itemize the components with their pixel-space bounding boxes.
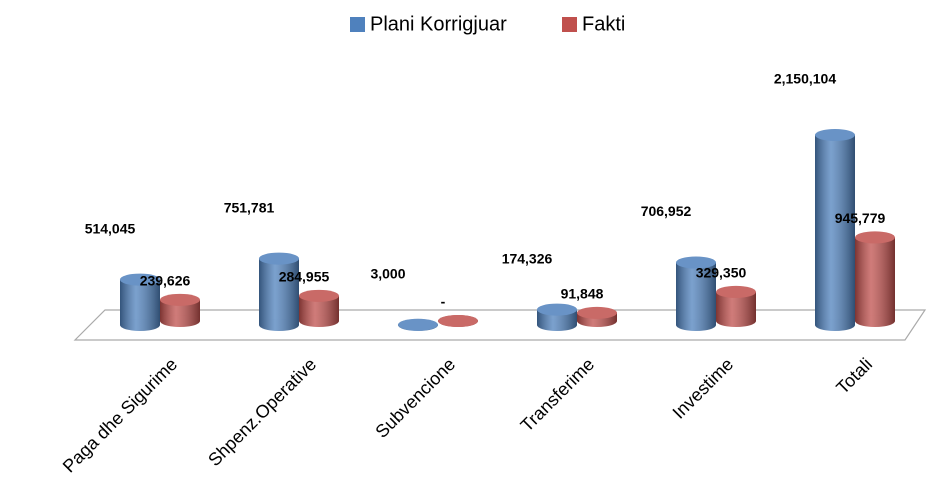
value-label: 2,150,104 bbox=[774, 71, 836, 87]
bar-bottom-shade bbox=[855, 315, 895, 327]
x-tick-label: Paga dhe Sigurime bbox=[59, 354, 181, 476]
value-label: 284,955 bbox=[279, 269, 330, 285]
legend-swatch bbox=[350, 17, 365, 32]
bar bbox=[815, 129, 855, 331]
bar bbox=[259, 252, 299, 331]
bar-top-light bbox=[855, 231, 895, 244]
value-label: - bbox=[441, 294, 446, 310]
bar bbox=[676, 256, 716, 331]
bar-bottom-shade bbox=[259, 319, 299, 331]
bar-shade bbox=[676, 262, 716, 325]
x-tick-label: Shpenz.Operative bbox=[204, 354, 320, 470]
bar bbox=[160, 293, 200, 327]
bar-top-light bbox=[815, 129, 855, 141]
value-label: 329,350 bbox=[696, 265, 747, 281]
x-tick-label: Transferime bbox=[517, 354, 599, 436]
bar-top-light bbox=[299, 289, 339, 302]
bar-shade bbox=[815, 135, 855, 325]
value-label: 945,779 bbox=[835, 210, 886, 226]
value-label: 239,626 bbox=[140, 273, 191, 289]
value-label: 706,952 bbox=[641, 203, 692, 219]
bar-top bbox=[577, 306, 617, 319]
bar-top-light bbox=[577, 306, 617, 319]
bar bbox=[577, 306, 617, 327]
bar-shade bbox=[160, 299, 200, 321]
bar bbox=[299, 289, 339, 327]
bar-top-light bbox=[438, 315, 478, 327]
bar-bottom-shade bbox=[537, 319, 577, 331]
bar-top-light bbox=[259, 252, 299, 265]
bar-bottom-shade bbox=[160, 315, 200, 327]
bar bbox=[716, 285, 756, 327]
bar-shade bbox=[855, 237, 895, 321]
bar bbox=[537, 303, 577, 331]
bar bbox=[398, 318, 438, 331]
bar-top bbox=[259, 252, 299, 265]
value-label: 174,326 bbox=[502, 250, 553, 266]
bar-top-light bbox=[676, 256, 716, 269]
bar-top bbox=[716, 285, 756, 298]
legend-label: Fakti bbox=[582, 13, 625, 35]
bar bbox=[120, 273, 160, 331]
value-label: 91,848 bbox=[561, 286, 604, 302]
bar-top-light bbox=[716, 285, 756, 298]
bar-top-light bbox=[160, 293, 200, 306]
value-label: 751,781 bbox=[224, 199, 275, 215]
bar-top bbox=[537, 303, 577, 316]
bar-top bbox=[160, 293, 200, 306]
bar-top bbox=[398, 318, 438, 331]
bar-top-light bbox=[398, 318, 438, 331]
bar-top bbox=[120, 273, 160, 286]
bar-top-light bbox=[537, 303, 577, 316]
bar-top bbox=[855, 231, 895, 244]
legend-swatch bbox=[562, 17, 577, 32]
x-tick-label: Investime bbox=[669, 354, 738, 423]
bar-bottom-shade bbox=[299, 315, 339, 327]
bar-bottom-shade bbox=[716, 315, 756, 327]
bar-top bbox=[438, 315, 478, 327]
bar-top bbox=[815, 129, 855, 141]
value-label: 514,045 bbox=[85, 220, 136, 236]
bar-top bbox=[299, 289, 339, 302]
x-tick-label: Totali bbox=[832, 354, 876, 398]
bar-shade bbox=[259, 258, 299, 325]
bar-bottom-shade bbox=[815, 319, 855, 331]
bar-top bbox=[676, 256, 716, 269]
floor bbox=[73, 309, 927, 341]
x-tick-label: Subvencione bbox=[371, 354, 459, 442]
bar-bottom-shade bbox=[120, 319, 160, 331]
bar bbox=[855, 231, 895, 327]
bar-top-light bbox=[120, 273, 160, 286]
legend-label: Plani Korrigjuar bbox=[370, 13, 507, 35]
value-label: 3,000 bbox=[370, 265, 405, 281]
bar-shade bbox=[120, 279, 160, 325]
bar bbox=[438, 315, 478, 327]
bar-bottom-shade bbox=[676, 319, 716, 331]
